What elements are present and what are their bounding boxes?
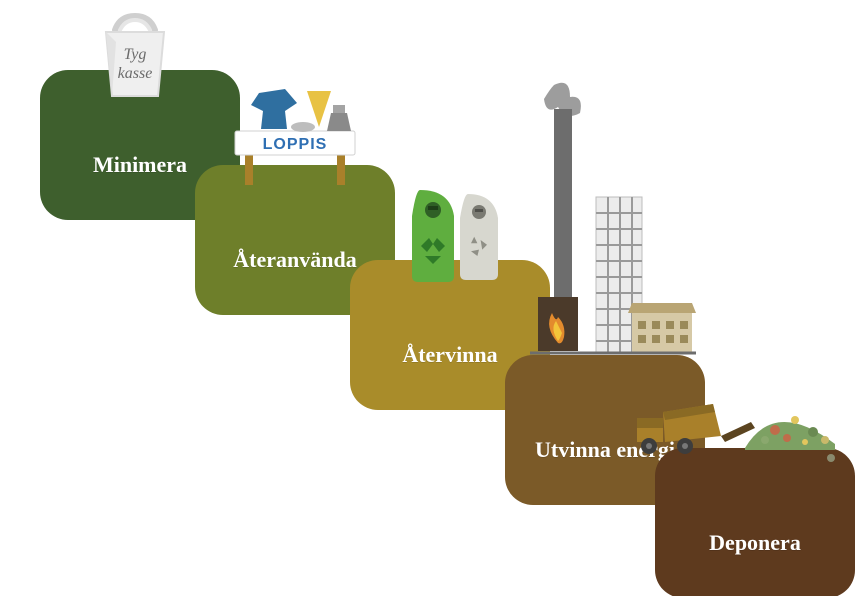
bag-text-1: Tyg (124, 46, 147, 63)
svg-text:LOPPIS: LOPPIS (263, 136, 328, 153)
step-deponera: Deponera (655, 448, 855, 596)
waste-hierarchy-diagram: Minimera Tyg kasse Återanvända LOPPIS (0, 0, 865, 596)
step-minimera-label: Minimera (93, 152, 187, 178)
step-deponera-label: Deponera (709, 530, 801, 556)
step-utvinna-label: Utvinna energi (535, 437, 675, 463)
step-atervinna-label: Återvinna (402, 342, 497, 368)
step-ateranvanda-label: Återanvända (233, 247, 356, 273)
